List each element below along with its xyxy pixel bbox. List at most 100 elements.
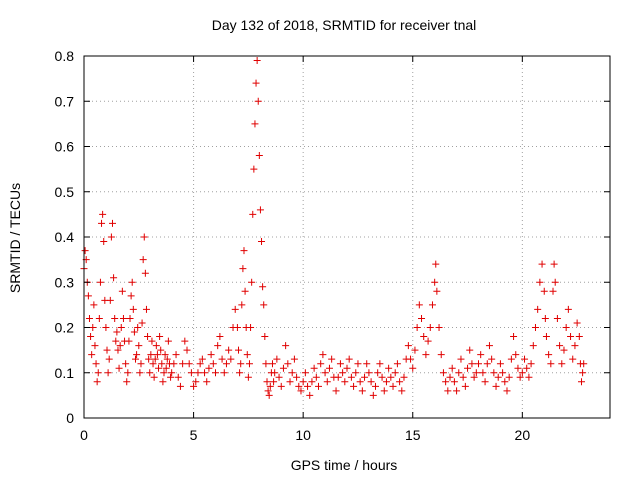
data-point [404,342,412,350]
y-tick-label: 0.3 [55,274,75,290]
y-tick-label: 0.4 [55,229,75,245]
data-point [126,314,134,322]
data-point [542,333,550,341]
x-tick-label: 5 [190,427,198,443]
data-point [96,278,104,286]
data-point [237,360,245,368]
data-point [503,387,511,395]
y-tick-label: 0.6 [55,139,75,155]
data-point [181,337,189,345]
data-point [411,346,419,354]
data-point [98,219,106,227]
data-point [225,346,233,354]
data-point [578,378,586,386]
data-point [140,233,148,241]
data-point [428,301,436,309]
data-point [507,355,515,363]
data-point [354,360,362,368]
data-point [453,387,461,395]
data-point [301,369,309,377]
data-point [250,165,258,173]
data-point [553,314,561,322]
data-point [260,301,268,309]
data-point [569,355,577,363]
data-point [116,342,124,350]
data-point [209,360,217,368]
x-tick-label: 0 [80,427,88,443]
data-point [371,382,379,390]
data-point [187,369,195,377]
data-point [118,287,126,295]
data-point [167,373,175,381]
data-point [238,301,246,309]
data-point [488,355,496,363]
data-point [297,387,305,395]
data-point [446,373,454,381]
y-tick-label: 0.1 [55,365,75,381]
data-point [418,314,426,322]
data-point [477,351,485,359]
data-point [81,247,89,255]
data-point [290,355,298,363]
data-point [538,260,546,268]
data-point [149,360,157,368]
data-point [240,247,248,255]
data-point [183,346,191,354]
data-points [80,57,588,399]
data-point [275,373,283,381]
data-point [345,355,353,363]
data-point [112,337,120,345]
data-point [255,152,263,160]
data-point [490,369,498,377]
data-point [170,360,178,368]
data-point [176,382,184,390]
data-point [295,382,303,390]
data-point [133,351,141,359]
data-point [510,333,518,341]
data-point [516,373,524,381]
data-point [339,369,347,377]
data-point [239,265,247,273]
data-point [536,278,544,286]
data-point [233,324,241,331]
data-point [323,378,331,386]
data-point [525,373,533,381]
data-point [115,364,123,372]
data-point [203,378,211,386]
data-point [190,382,198,390]
data-point [256,206,264,214]
data-point [235,346,243,354]
data-point [218,355,226,363]
data-point [279,364,287,372]
data-point [466,346,474,354]
data-point [479,369,487,377]
data-point [262,360,270,368]
data-point [558,360,566,368]
data-point [89,324,97,331]
data-point [144,333,152,341]
data-point [138,319,146,327]
data-point [365,369,373,377]
data-point [162,364,170,372]
data-point [93,378,101,386]
data-point [152,342,160,350]
data-point [164,337,172,345]
data-point [220,369,228,377]
data-point [514,364,522,372]
data-point [205,364,213,372]
data-point [350,382,358,390]
data-point [459,373,467,381]
data-point [534,305,542,313]
data-point [293,373,301,381]
data-point [265,391,273,399]
data-point [236,369,244,377]
data-point [249,210,257,218]
data-point [252,79,260,87]
data-point [358,387,366,395]
data-point [470,373,478,381]
data-point [332,387,340,395]
data-point [328,355,336,363]
data-point [241,287,249,295]
data-point [288,369,296,377]
